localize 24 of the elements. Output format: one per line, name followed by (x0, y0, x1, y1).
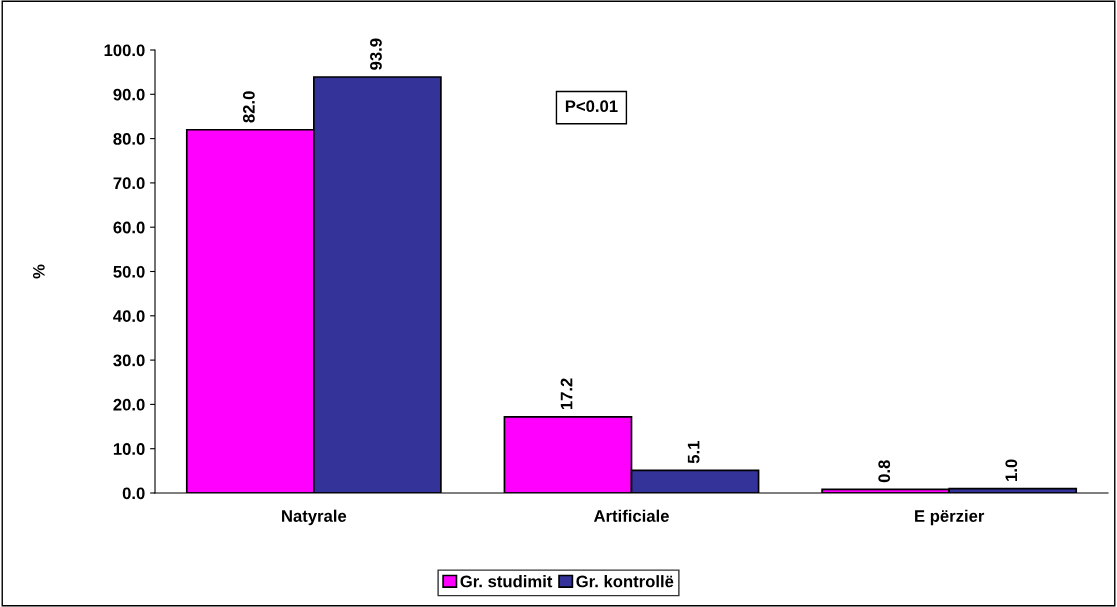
x-tick-label: Natyrale (282, 509, 347, 526)
legend-label: Gr. kontrollë (576, 575, 674, 588)
x-tick-label: E përzier (915, 509, 985, 526)
y-tick-label: 70.0 (113, 177, 145, 190)
y-tick-label: 50.0 (113, 265, 145, 278)
data-label: 17.2 (560, 378, 573, 410)
data-label: 82.0 (242, 91, 255, 123)
y-tick-label: 60.0 (113, 221, 145, 234)
x-tick-label: Artificiale (593, 509, 669, 522)
y-tick-label: 10.0 (113, 443, 145, 455)
y-tick-label: 0.0 (122, 487, 145, 500)
data-label: 1.0 (1005, 459, 1018, 481)
y-tick-label: 80.0 (113, 133, 145, 145)
y-tick-label: 30.0 (113, 354, 145, 367)
data-label: 5.1 (687, 441, 700, 464)
legend-label: Gr. studimit (460, 575, 553, 588)
y-tick-label: 100.0 (104, 44, 145, 57)
y-tick-label: 20.0 (113, 398, 145, 411)
y-axis-title: % (32, 264, 45, 279)
y-tick-label: 90.0 (113, 88, 145, 101)
data-label: 0.8 (878, 460, 891, 483)
annotation: P<0.01 (565, 100, 618, 113)
y-tick-label: 40.0 (113, 310, 145, 322)
data-label: 93.9 (370, 38, 382, 70)
